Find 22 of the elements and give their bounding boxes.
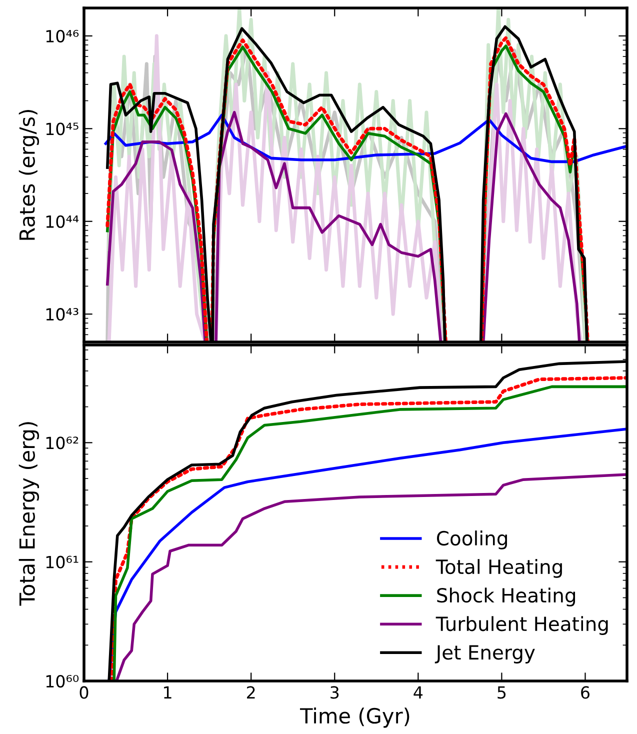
x-tick-label: 2 [246,686,255,699]
x-tick-label: 5 [498,686,506,699]
legend-label: Total Heating [436,559,562,578]
x-tick-label: 0 [80,686,88,699]
x-tick-label: 6 [581,686,590,699]
legend-label: Shock Heating [437,588,576,606]
y-tick-label: 10⁶² [46,436,78,450]
y-axis-title: Total Energy (erg) [18,422,40,606]
y-tick-label: 10⁴⁶ [46,30,79,42]
legend-label: Cooling [436,530,507,550]
y-tick-label: 10⁴⁴ [46,215,79,228]
y-tick-label: 10⁴³ [46,308,78,321]
x-tick-label: 4 [414,686,423,699]
legend-label: Turbulent Heating [436,616,608,635]
x-axis-title: Time (Gyr) [300,708,410,728]
y-axis-title: Rates (erg/s) [18,110,40,240]
x-tick-label: 3 [330,686,339,699]
x-tick-label: 1 [164,686,172,699]
y-tick-label: 10⁴⁵ [46,122,78,136]
y-tick-label: 10⁶¹ [46,556,78,568]
y-tick-label: 10⁶⁰ [46,674,79,688]
legend-label: Jet Energy [434,645,535,664]
